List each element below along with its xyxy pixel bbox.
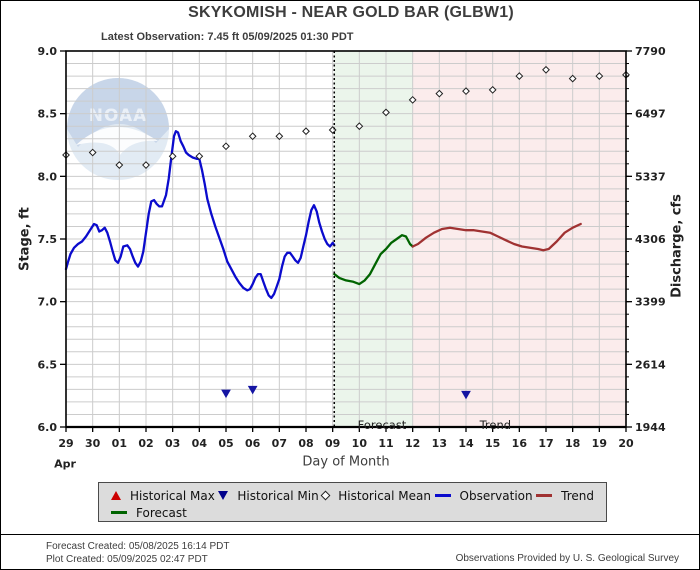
x-tick-label: 10 xyxy=(352,437,368,450)
historical-mean-marker xyxy=(542,65,550,74)
legend-label: Historical Min xyxy=(237,488,319,503)
x-tick-label: 11 xyxy=(378,437,393,450)
series-trend xyxy=(411,222,582,252)
x-axis-title: Day of Month xyxy=(302,454,390,470)
page-title: SKYKOMISH - NEAR GOLD BAR (GLBW1) xyxy=(188,4,514,21)
line-sample-icon xyxy=(536,494,553,497)
forecast-region-label: Forecast xyxy=(358,418,407,432)
historical-min-marker xyxy=(221,389,231,399)
historical-mean-marker xyxy=(568,74,577,83)
historical-mean-marker xyxy=(462,87,470,96)
footer-provider-text: Observations Provided by U. S. Geologica… xyxy=(455,553,679,564)
right-tick-label: 4306 xyxy=(635,233,666,246)
left-tick-label: 8.5 xyxy=(38,108,58,121)
historical-mean-marker xyxy=(595,72,604,80)
x-tick-label: 20 xyxy=(618,437,634,450)
legend-label: Historical Mean xyxy=(338,488,431,503)
legend-row-2: Forecast xyxy=(111,504,594,521)
legend-item-observation: Observation xyxy=(434,488,533,503)
x-tick-label: 15 xyxy=(485,437,500,450)
historical-max-icon xyxy=(111,491,121,500)
left-tick-label: 8.0 xyxy=(38,170,58,183)
left-tick-label: 7.0 xyxy=(38,296,58,309)
historical-mean-marker xyxy=(88,148,97,157)
historical-min-marker xyxy=(461,390,471,400)
historical-mean-marker xyxy=(248,132,257,141)
right-tick-label: 2614 xyxy=(635,358,666,371)
legend-item-historical-max: Historical Max xyxy=(111,489,215,503)
historical-min-marker xyxy=(247,385,258,395)
x-tick-label: 29 xyxy=(58,437,73,450)
historical-mean-marker xyxy=(115,161,124,169)
legend-item-forecast: Forecast xyxy=(111,506,187,520)
x-tick-label: 19 xyxy=(592,437,607,450)
line-sample-icon xyxy=(434,494,451,497)
x-tick-label: 13 xyxy=(432,437,447,450)
x-tick-label: 05 xyxy=(218,437,233,450)
legend-item-historical-min: Historical Min xyxy=(218,488,319,503)
right-tick-label: 3399 xyxy=(635,296,666,309)
historical-mean-marker xyxy=(195,152,204,161)
x-tick-label: 14 xyxy=(458,437,474,450)
hydrograph-chart: NOAA 29 30 01 02 03 04 05 06 07 08 09 10 11 12 13 14 15 16… xyxy=(38,45,666,450)
left-axis-title: Stage, ft xyxy=(17,207,33,271)
x-tick-label: 30 xyxy=(85,437,101,450)
historical-mean-marker xyxy=(168,152,177,161)
right-axis-title: Discharge, cfs xyxy=(669,194,685,298)
right-tick-label: 6497 xyxy=(635,108,666,121)
plot-created-text: Plot Created: 05/09/2025 02:47 PDT xyxy=(46,554,208,565)
footer-created-block: Forecast Created: 05/08/2025 16:14 PDT P… xyxy=(46,540,229,566)
left-tick-label: 6.5 xyxy=(38,358,58,371)
right-tick-label: 5337 xyxy=(635,170,666,183)
right-tick-label: 7790 xyxy=(635,45,666,58)
left-tick-label: 7.5 xyxy=(38,233,58,246)
x-tick-label: 01 xyxy=(112,437,127,450)
x-tick-label: 17 xyxy=(538,437,553,450)
legend-label: Trend xyxy=(561,488,594,503)
trend-region-label: Trend xyxy=(479,418,511,432)
legend: Historical Max Historical Min Historical M… xyxy=(98,482,607,522)
x-tick-label: 16 xyxy=(512,437,528,450)
noaa-logo-bird xyxy=(76,126,158,155)
x-tick-label: 18 xyxy=(565,437,580,450)
line-sample-icon xyxy=(111,511,127,514)
historical-mean-marker xyxy=(435,89,444,98)
legend-label: Forecast xyxy=(136,505,187,520)
historical-mean-marker xyxy=(488,85,497,94)
legend-label: Historical Max xyxy=(130,488,215,503)
historical-mean-marker xyxy=(142,161,150,169)
footer: Forecast Created: 05/08/2025 16:14 PDT P… xyxy=(1,534,699,569)
historical-mean-marker xyxy=(382,108,390,117)
month-label: Apr xyxy=(54,457,76,471)
legend-row-1: Historical Max Historical Min Historical M… xyxy=(111,487,594,504)
legend-item-historical-mean: Historical Mean xyxy=(320,488,431,503)
historical-mean-marker xyxy=(222,142,230,151)
legend-label: Observation xyxy=(459,488,533,503)
legend-item-trend: Trend xyxy=(536,489,594,503)
x-tick-label: 07 xyxy=(272,437,287,450)
forecast-created-text: Forecast Created: 05/08/2025 16:14 PDT xyxy=(46,541,230,552)
left-tick-label: 9.0 xyxy=(38,45,58,58)
historical-mean-marker xyxy=(275,132,284,141)
latest-observation-text: Latest Observation: 7.45 ft 05/09/2025 0… xyxy=(101,31,354,43)
historical-mean-marker xyxy=(302,127,310,136)
x-tick-label: 03 xyxy=(165,437,180,450)
historical-mean-marker xyxy=(515,72,524,80)
x-tick-label: 06 xyxy=(245,437,261,450)
x-tick-label: 02 xyxy=(138,437,153,450)
noaa-logo-text: NOAA xyxy=(89,106,148,126)
x-tick-label: 09 xyxy=(325,437,340,450)
series-forecast xyxy=(333,234,414,286)
x-tick-label: 08 xyxy=(298,437,313,450)
x-tick-label: 04 xyxy=(192,437,208,450)
historical-min-icon xyxy=(218,491,229,500)
x-tick-label: 12 xyxy=(405,437,420,450)
historical-mean-marker xyxy=(408,95,417,104)
right-tick-label: 1944 xyxy=(635,421,666,434)
historical-mean-marker xyxy=(355,122,364,131)
historical-mean-icon xyxy=(320,490,331,501)
left-tick-label: 6.0 xyxy=(38,421,58,434)
